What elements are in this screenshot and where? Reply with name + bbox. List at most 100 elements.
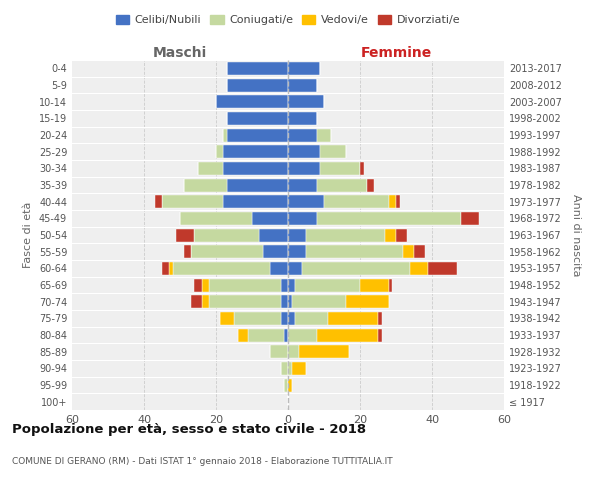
Bar <box>295 312 328 325</box>
Bar <box>367 178 374 192</box>
Bar <box>259 228 288 241</box>
Bar <box>288 145 320 158</box>
Bar <box>288 62 320 75</box>
Bar <box>191 295 202 308</box>
Bar <box>270 345 288 358</box>
Bar <box>155 195 162 208</box>
Bar <box>360 278 389 291</box>
Bar <box>216 145 223 158</box>
Bar <box>317 328 378 342</box>
Bar <box>223 128 227 141</box>
Bar <box>414 245 425 258</box>
Bar <box>288 328 317 342</box>
Bar <box>184 245 191 258</box>
Bar <box>324 195 389 208</box>
Bar <box>288 245 306 258</box>
Bar <box>385 228 396 241</box>
Bar <box>389 278 392 291</box>
Bar <box>288 95 324 108</box>
Bar <box>202 295 209 308</box>
Bar <box>223 145 288 158</box>
Bar <box>288 378 292 392</box>
Bar <box>191 245 263 258</box>
Text: COMUNE DI GERANO (RM) - Dati ISTAT 1° gennaio 2018 - Elaborazione TUTTITALIA.IT: COMUNE DI GERANO (RM) - Dati ISTAT 1° ge… <box>12 458 392 466</box>
Bar <box>216 95 288 108</box>
Bar <box>234 312 281 325</box>
Bar <box>227 62 288 75</box>
Bar <box>302 262 410 275</box>
Bar <box>169 262 173 275</box>
Bar <box>288 112 317 125</box>
Bar <box>288 212 317 225</box>
Bar <box>346 295 389 308</box>
Bar <box>396 228 407 241</box>
Bar <box>281 362 288 375</box>
Bar <box>328 312 378 325</box>
Bar <box>461 212 479 225</box>
Legend: Celibi/Nubili, Coniugati/e, Vedovi/e, Divorziati/e: Celibi/Nubili, Coniugati/e, Vedovi/e, Di… <box>112 10 464 30</box>
Bar <box>184 178 227 192</box>
Bar <box>227 78 288 92</box>
Text: Popolazione per età, sesso e stato civile - 2018: Popolazione per età, sesso e stato civil… <box>12 422 366 436</box>
Bar <box>288 278 295 291</box>
Bar <box>428 262 457 275</box>
Bar <box>227 128 288 141</box>
Bar <box>295 278 360 291</box>
Bar <box>220 312 234 325</box>
Bar <box>202 278 209 291</box>
Bar <box>317 212 461 225</box>
Bar <box>281 278 288 291</box>
Bar <box>198 162 223 175</box>
Bar <box>288 362 292 375</box>
Text: Maschi: Maschi <box>153 46 207 60</box>
Bar <box>284 328 288 342</box>
Bar <box>238 328 248 342</box>
Bar <box>292 295 346 308</box>
Bar <box>288 178 317 192</box>
Bar <box>317 178 367 192</box>
Bar <box>270 262 288 275</box>
Bar <box>284 378 288 392</box>
Bar <box>180 212 252 225</box>
Bar <box>389 195 396 208</box>
Bar <box>223 195 288 208</box>
Bar <box>378 328 382 342</box>
Bar <box>176 228 194 241</box>
Y-axis label: Anni di nascita: Anni di nascita <box>571 194 581 276</box>
Bar <box>306 228 385 241</box>
Bar <box>209 295 281 308</box>
Bar <box>288 345 299 358</box>
Bar <box>194 228 259 241</box>
Bar <box>288 195 324 208</box>
Bar <box>162 195 223 208</box>
Bar <box>227 178 288 192</box>
Bar <box>320 145 346 158</box>
Bar <box>173 262 270 275</box>
Bar <box>320 162 360 175</box>
Bar <box>288 128 317 141</box>
Bar <box>194 278 202 291</box>
Bar <box>292 362 306 375</box>
Bar <box>403 245 414 258</box>
Bar <box>288 295 292 308</box>
Bar <box>209 278 281 291</box>
Bar <box>288 78 317 92</box>
Bar <box>223 162 288 175</box>
Bar <box>317 128 331 141</box>
Bar <box>288 162 320 175</box>
Bar <box>281 295 288 308</box>
Bar <box>288 262 302 275</box>
Bar <box>306 245 403 258</box>
Bar <box>162 262 169 275</box>
Bar <box>396 195 400 208</box>
Bar <box>410 262 428 275</box>
Bar <box>288 312 295 325</box>
Bar <box>248 328 284 342</box>
Bar <box>360 162 364 175</box>
Bar <box>378 312 382 325</box>
Bar <box>281 312 288 325</box>
Bar <box>252 212 288 225</box>
Bar <box>299 345 349 358</box>
Text: Femmine: Femmine <box>361 46 431 60</box>
Bar <box>227 112 288 125</box>
